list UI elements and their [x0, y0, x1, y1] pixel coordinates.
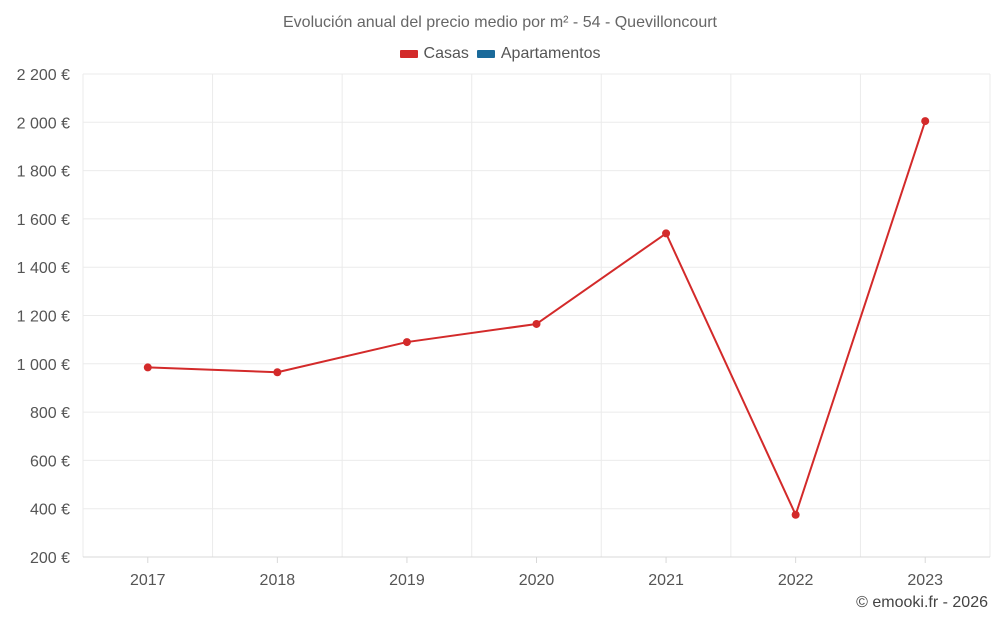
legend-label-casas: Casas — [423, 45, 469, 62]
chart-title: Evolución anual del precio medio por m² … — [283, 14, 717, 31]
x-tick-label: 2020 — [519, 572, 555, 589]
y-axis: 200 € 400 € 600 € 800 € 1 000 € 1 200 € 1 400 … — [17, 67, 70, 567]
x-tick-label: 2017 — [130, 572, 166, 589]
data-point-2017[interactable] — [143, 363, 152, 372]
y-tick-label: 800 € — [30, 405, 70, 422]
y-tick-label: 1 600 € — [17, 212, 70, 229]
y-tick-label: 2 000 € — [17, 115, 70, 132]
legend-swatch-casas — [399, 50, 418, 58]
legend: Casas Apartamentos — [0, 45, 1000, 63]
series-line-casas — [147, 120, 927, 516]
x-tick-label: 2023 — [907, 572, 943, 589]
legend-item-apartamentos[interactable]: Apartamentos — [476, 45, 601, 63]
data-point-2020[interactable] — [532, 319, 541, 328]
y-tick-label: 200 € — [30, 550, 70, 567]
x-tick-label: 2018 — [260, 572, 296, 589]
x-tick-label: 2022 — [778, 572, 814, 589]
data-point-2021[interactable] — [662, 229, 671, 238]
x-axis: 2017 2018 2019 2020 2021 2022 2023 — [130, 557, 943, 589]
data-point-2018[interactable] — [273, 368, 282, 377]
grid-layer — [82, 73, 991, 558]
y-tick-label: 1 800 € — [17, 164, 70, 181]
series-layer — [143, 117, 930, 519]
copyright-text: © emooki.fr - 2026 — [856, 594, 988, 611]
data-point-2019[interactable] — [402, 338, 411, 347]
legend-item-casas[interactable]: Casas — [399, 45, 469, 63]
legend-label-apartamentos: Apartamentos — [500, 45, 601, 62]
y-tick-label: 1 400 € — [17, 260, 70, 277]
x-tick-label: 2021 — [648, 572, 684, 589]
y-tick-label: 1 200 € — [17, 309, 70, 326]
y-tick-label: 2 200 € — [17, 67, 70, 84]
data-point-2023[interactable] — [921, 117, 930, 126]
data-point-2022[interactable] — [791, 510, 800, 519]
y-tick-label: 1 000 € — [17, 357, 70, 374]
y-tick-label: 600 € — [30, 453, 70, 470]
legend-swatch-apartamentos — [476, 50, 495, 58]
y-tick-label: 400 € — [30, 502, 70, 519]
x-tick-label: 2019 — [389, 572, 425, 589]
